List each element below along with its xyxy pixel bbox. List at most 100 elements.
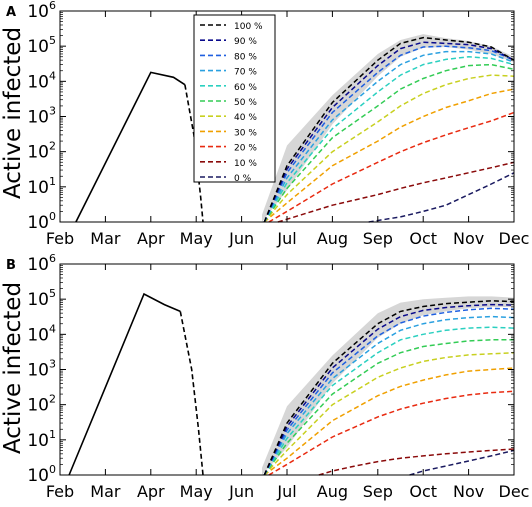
legend-label: 90 % [234,37,257,47]
y-tick-label: 100 [27,463,56,486]
series-line [268,111,515,223]
y-tick-label: 101 [27,175,56,198]
y-tick-label: 100 [27,210,56,233]
y-tick-label-base: 10 [27,108,49,128]
y-tick-label-exponent: 0 [49,463,56,476]
legend-label: 30 % [234,128,257,138]
x-tick-label: May [180,229,213,248]
series-line [263,45,515,223]
uncertainty-band [262,296,514,475]
panel-letter-b: B [6,258,16,273]
series-line [263,36,515,223]
y-tick-label-base: 10 [27,37,49,57]
x-tick-label: Mar [90,482,121,501]
series-line [263,56,515,223]
series-line [368,172,515,223]
x-tick-label: Dec [499,229,530,248]
x-tick-label: Apr [137,229,165,248]
panel-letter-a: A [6,5,16,20]
x-tick-label: Feb [46,229,74,248]
y-tick-label-base: 10 [27,431,49,451]
y-tick-label-exponent: 2 [49,140,56,153]
series-line [263,351,515,476]
series-line [277,161,515,223]
y-tick-label-base: 10 [27,143,49,163]
y-tick-label-exponent: 4 [49,69,56,82]
uncertainty-band [262,34,514,222]
x-tick-label: Sep [363,482,393,501]
series-line [268,390,515,476]
series-line [263,74,515,223]
x-tick-label: Mar [90,229,121,248]
y-tick-label: 105 [27,287,56,310]
y-tick-label-exponent: 0 [49,210,56,223]
y-tick-label-exponent: 6 [49,252,56,265]
y-tick-label: 104 [27,69,56,92]
y-tick-label: 101 [27,428,56,451]
series-line [263,88,515,223]
y-tick-label-base: 10 [27,325,49,345]
series-line [263,303,515,476]
x-tick-label: Aug [317,229,348,248]
y-axis-label-a: Active infected [0,27,26,199]
series-line [263,41,515,223]
series-line [409,449,515,476]
y-tick-label-base: 10 [27,466,49,486]
y-tick-label: 102 [27,140,56,163]
y-tick-label: 102 [27,393,56,416]
series-line [263,339,514,476]
panel-a: A Active infected 100101102103104105106F… [0,0,529,248]
legend-label: 100 % [234,22,263,32]
x-tick-label: Apr [137,482,165,501]
y-tick-label-exponent: 6 [49,0,56,12]
x-tick-label: Dec [499,482,530,501]
y-tick-label-base: 10 [27,396,49,416]
y-tick-label-exponent: 5 [49,34,56,47]
series-line [263,307,515,476]
observed-line [68,292,181,476]
series-line [263,367,515,476]
y-tick-label-exponent: 1 [49,428,56,441]
series-line [263,300,515,476]
legend-label: 80 % [234,52,257,62]
y-tick-label-exponent: 4 [49,322,56,335]
y-tick-label-base: 10 [27,290,49,310]
y-tick-label-base: 10 [27,178,49,198]
y-tick-label-base: 10 [27,361,49,381]
x-tick-label: Aug [317,482,348,501]
series-line [263,326,515,476]
legend-label: 60 % [234,83,257,93]
y-tick-label-base: 10 [27,2,49,22]
y-tick-label-exponent: 5 [49,287,56,300]
x-tick-label: Oct [409,229,437,248]
x-tick-label: Jul [276,482,296,501]
y-tick-label: 105 [27,34,56,57]
y-tick-label-base: 10 [27,213,49,233]
y-tick-label-exponent: 3 [49,358,56,371]
y-tick-label: 103 [27,105,56,128]
legend-label: 40 % [234,113,257,123]
legend-label: 0 % [234,174,252,184]
y-tick-label-base: 10 [27,255,49,275]
x-tick-label: Feb [46,482,74,501]
y-tick-label-exponent: 1 [49,175,56,188]
x-tick-label: Oct [409,482,437,501]
y-tick-label: 106 [27,252,56,275]
y-tick-label-exponent: 3 [49,105,56,118]
y-tick-label-base: 10 [27,72,49,92]
y-tick-label-exponent: 2 [49,393,56,406]
observed-tail-line [179,311,204,476]
x-tick-label: Nov [453,229,484,248]
x-tick-label: Jul [276,229,296,248]
x-tick-label: Nov [453,482,484,501]
x-tick-label: Sep [363,229,393,248]
series-line [263,315,515,476]
legend-box [193,14,276,183]
x-tick-label: May [180,482,213,501]
series-line [318,448,515,476]
series-line [263,63,515,223]
y-axis-label-b: Active infected [0,282,26,454]
legend-label: 70 % [234,68,257,78]
y-tick-label: 106 [27,0,56,22]
